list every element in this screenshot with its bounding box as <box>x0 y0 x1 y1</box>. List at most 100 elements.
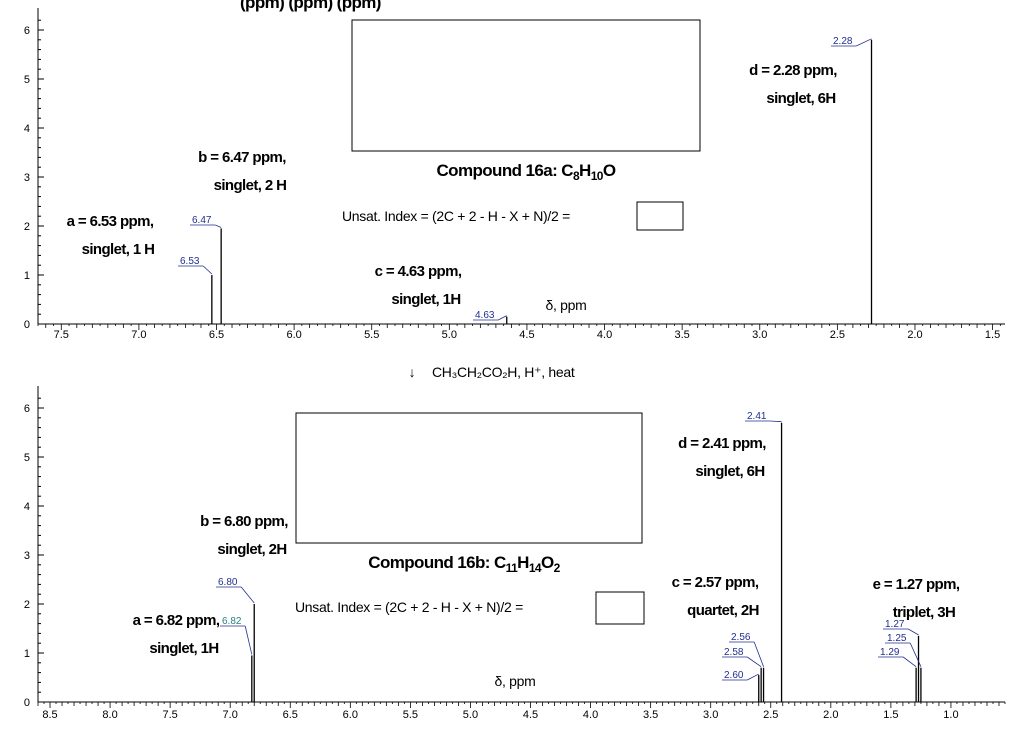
peak-label-leader <box>498 315 507 321</box>
x-tick-label: 3.5 <box>675 329 690 341</box>
peak-label: 2.56 <box>731 632 751 643</box>
y-tick-label: 2 <box>24 599 30 611</box>
header-fragment: (ppm) (ppm) (ppm) <box>240 0 381 12</box>
y-tick-label: 0 <box>24 319 30 331</box>
peak-label-leader <box>909 642 922 667</box>
peak-label: 2.41 <box>747 411 767 422</box>
x-tick-label: 2.0 <box>907 329 922 341</box>
annotation-line2: singlet, 2 H <box>214 177 287 194</box>
unsat-answer-box <box>595 591 645 625</box>
y-tick-label: 4 <box>24 501 30 513</box>
annotation-line1: c = 2.57 ppm, <box>672 574 759 591</box>
y-tick-label: 4 <box>24 123 30 135</box>
peak-label: 1.25 <box>887 633 907 644</box>
annotation-line2: triplet, 3H <box>893 604 956 621</box>
x-tick-label: 8.0 <box>102 709 117 721</box>
peak-label: 6.47 <box>192 215 212 226</box>
unsat-answer-box <box>636 201 684 231</box>
y-tick-label: 6 <box>24 25 30 37</box>
x-tick-label: 7.0 <box>223 709 238 721</box>
peak-label-leader <box>746 656 762 668</box>
annotation-line1: d = 2.41 ppm, <box>678 435 766 452</box>
peak-label-leader <box>856 38 872 47</box>
annotation-line1: d = 2.28 ppm, <box>749 62 837 79</box>
annotation-line2: quartet, 2H <box>687 602 759 619</box>
annotation-line1: e = 1.27 ppm, <box>873 576 960 593</box>
x-tick-label: 7.5 <box>162 709 177 721</box>
structure-box <box>351 19 701 152</box>
y-tick-label: 1 <box>24 270 30 282</box>
peak-label-leader <box>753 641 764 667</box>
x-tick-label: 1.5 <box>985 329 1000 341</box>
peak-label-leader <box>747 673 759 681</box>
peak-label-leader <box>202 265 213 275</box>
x-tick-label: 3.0 <box>703 709 718 721</box>
peak-label-leader <box>770 420 782 423</box>
annotation-line1: a = 6.82 ppm, <box>133 612 220 629</box>
x-tick-label: 4.5 <box>523 709 538 721</box>
peak-label-leader <box>215 224 222 228</box>
peak-label: 2.28 <box>833 36 853 47</box>
x-tick-label: 2.5 <box>763 709 778 721</box>
peak-label: 6.82 <box>222 616 242 627</box>
annotation-line2: singlet, 2H <box>217 541 286 558</box>
annotation-line1: c = 4.63 ppm, <box>375 263 462 280</box>
compound-title: Compound 16a: C8H10O <box>436 161 615 183</box>
x-tick-label: 6.0 <box>286 329 301 341</box>
reaction-conditions: CH₃CH₂CO₂H, H⁺, heat <box>432 364 575 380</box>
peak-label-leader <box>902 656 917 668</box>
unsat-index-text: Unsat. Index = (2C + 2 - H - X + N)/2 = <box>342 208 570 224</box>
x-tick-label: 4.0 <box>583 709 598 721</box>
x-tick-label: 5.5 <box>403 709 418 721</box>
x-tick-label: 5.0 <box>442 329 457 341</box>
y-tick-label: 1 <box>24 648 30 660</box>
x-tick-label: 8.5 <box>42 709 57 721</box>
x-tick-label: 3.0 <box>752 329 767 341</box>
x-tick-label: 4.5 <box>519 329 534 341</box>
annotation-line2: singlet, 1H <box>149 640 218 657</box>
peak-label-leader <box>244 625 253 655</box>
x-tick-label: 7.5 <box>54 329 69 341</box>
annotation-line2: singlet, 6H <box>766 90 835 107</box>
x-tick-label: 5.5 <box>364 329 379 341</box>
x-tick-label: 5.0 <box>463 709 478 721</box>
peak-label: 1.29 <box>880 647 900 658</box>
y-tick-label: 3 <box>24 172 30 184</box>
x-tick-label: 6.5 <box>283 709 298 721</box>
y-tick-label: 5 <box>24 452 30 464</box>
peak-label-leader <box>908 628 919 636</box>
annotation-line1: b = 6.47 ppm, <box>198 149 286 166</box>
peak-label: 1.27 <box>885 619 905 630</box>
y-tick-label: 3 <box>24 550 30 562</box>
x-tick-label: 1.5 <box>883 709 898 721</box>
annotation-line1: a = 6.53 ppm, <box>67 213 154 230</box>
x-axis-label: δ, ppm <box>494 673 535 689</box>
y-tick-label: 6 <box>24 403 30 415</box>
structure-box <box>295 412 643 544</box>
annotation-line2: singlet, 1 H <box>82 241 155 258</box>
x-tick-label: 2.0 <box>823 709 838 721</box>
y-tick-label: 0 <box>24 697 30 709</box>
peak-label: 6.53 <box>180 256 200 267</box>
x-tick-label: 3.5 <box>643 709 658 721</box>
annotation-line1: b = 6.80 ppm, <box>200 513 288 530</box>
peak-label: 4.63 <box>475 310 495 321</box>
peak-label: 2.58 <box>724 647 744 658</box>
down-arrow: ↓ <box>409 364 416 380</box>
x-tick-label: 1.0 <box>943 709 958 721</box>
x-tick-label: 4.0 <box>597 329 612 341</box>
x-tick-label: 7.0 <box>131 329 146 341</box>
peak-label: 2.60 <box>724 670 744 681</box>
y-tick-label: 2 <box>24 221 30 233</box>
annotation-line2: singlet, 1H <box>391 291 460 308</box>
x-axis-label: δ, ppm <box>545 297 586 313</box>
annotation-line2: singlet, 6H <box>695 463 764 480</box>
peak-label: 6.80 <box>218 577 238 588</box>
compound-title: Compound 16b: C11H14O2 <box>368 553 560 575</box>
x-tick-label: 6.0 <box>343 709 358 721</box>
peak-label-leader <box>240 586 255 604</box>
x-tick-label: 2.5 <box>830 329 845 341</box>
unsat-index-text: Unsat. Index = (2C + 2 - H - X + N)/2 = <box>295 599 523 615</box>
x-tick-label: 6.5 <box>209 329 224 341</box>
